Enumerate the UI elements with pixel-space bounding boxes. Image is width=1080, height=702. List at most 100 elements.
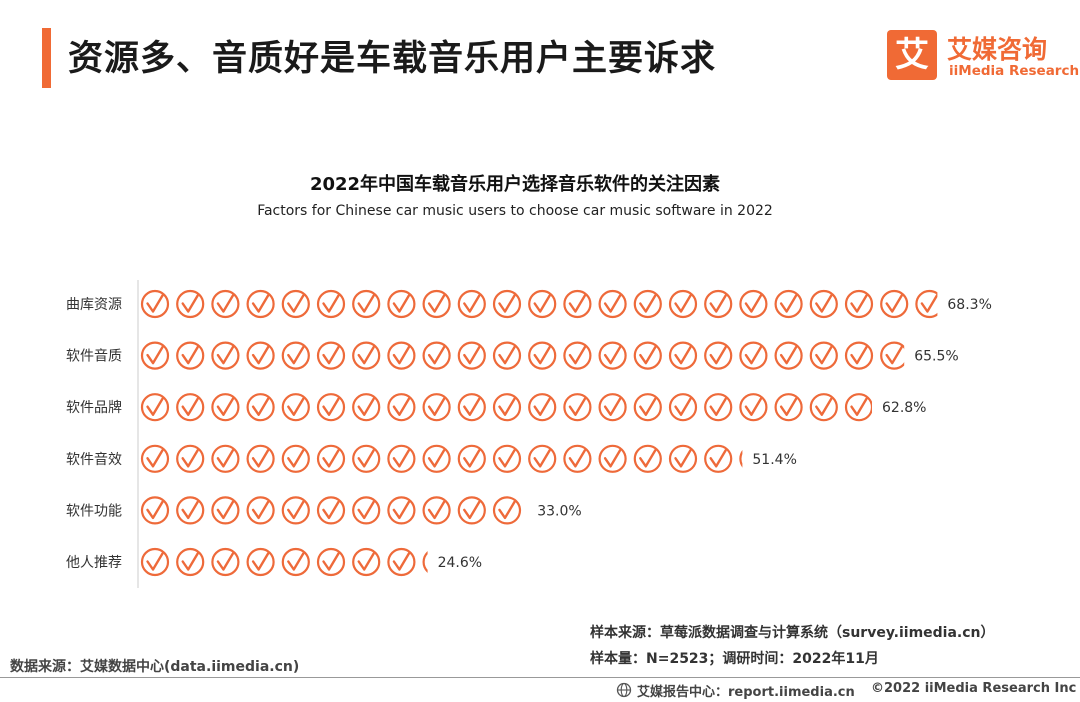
- value-label: 33.0%: [537, 503, 581, 519]
- check-circle-icon: [668, 444, 698, 473]
- check-circle-icon: [844, 341, 874, 370]
- check-circle-icon: [844, 393, 872, 422]
- check-circle-icon: [563, 341, 592, 370]
- check-circle-icon: [387, 289, 416, 319]
- check-circle-icon: [598, 341, 627, 370]
- check-circle-icon: [704, 393, 733, 422]
- check-circle-icon: [774, 341, 803, 370]
- check-circle-icon: [457, 393, 486, 422]
- category-label: 软件音质: [66, 348, 122, 365]
- check-circle-icon: [140, 341, 170, 370]
- check-circle-icon: [598, 393, 627, 422]
- check-circle-icon: [704, 341, 733, 370]
- chart-title: 2022年中国车载音乐用户选择音乐软件的关注因素: [309, 174, 721, 195]
- check-circle-icon: [844, 289, 874, 319]
- check-circle-icon: [528, 393, 557, 422]
- check-circle-icon: [246, 496, 275, 525]
- check-circle-icon: [281, 444, 310, 473]
- check-circle-icon: [281, 547, 310, 577]
- sample-source: 样本来源：草莓派数据调查与计算系统（survey.iimedia.cn）: [590, 625, 995, 641]
- check-circle-icon: [387, 496, 416, 525]
- bar-row: 软件品牌 62.8%: [66, 393, 926, 422]
- page-title: 资源多、音质好是车载音乐用户主要诉求: [68, 39, 717, 79]
- check-circle-icon: [352, 496, 381, 525]
- report-center-link[interactable]: 艾媒报告中心：report.iimedia.cn: [637, 685, 855, 700]
- check-circle-icon: [246, 444, 275, 473]
- value-label: 24.6%: [438, 555, 482, 571]
- value-label: 68.3%: [947, 297, 991, 313]
- check-circle-icon: [528, 341, 557, 370]
- check-circle-icon: [880, 341, 905, 370]
- check-circle-icon: [316, 289, 346, 319]
- check-circle-icon: [739, 289, 768, 319]
- check-circle-icon: [422, 289, 451, 319]
- check-circle-icon: [175, 393, 205, 422]
- check-circle-icon: [140, 547, 170, 577]
- value-label: 51.4%: [752, 452, 796, 468]
- check-circle-icon: [739, 341, 768, 370]
- check-circle-icon: [492, 444, 522, 473]
- check-circle-icon: [880, 289, 909, 319]
- check-circle-icon: [352, 289, 381, 319]
- category-label: 软件功能: [66, 503, 122, 519]
- check-circle-icon: [316, 496, 346, 525]
- check-circle-icon: [704, 289, 733, 319]
- check-circle-icon: [457, 341, 486, 370]
- check-circle-icon: [457, 444, 486, 473]
- check-circle-icon: [668, 341, 698, 370]
- check-circle-icon: [422, 444, 451, 473]
- check-circle-icon: [175, 496, 205, 525]
- check-circle-icon: [387, 341, 416, 370]
- check-circle-icon: [246, 289, 275, 319]
- check-circle-icon: [739, 393, 768, 422]
- check-circle-icon: [598, 289, 627, 319]
- check-circle-icon: [563, 289, 592, 319]
- check-circle-icon: [492, 289, 522, 319]
- check-circle-icon: [633, 393, 662, 422]
- chart-subtitle: Factors for Chinese car music users to c…: [257, 203, 773, 219]
- check-circle-icon: [422, 341, 451, 370]
- check-circle-icon: [668, 289, 698, 319]
- check-circle-icon: [281, 393, 310, 422]
- check-circle-icon: [246, 341, 275, 370]
- check-circle-icon: [598, 444, 627, 473]
- bar-row: 他人推荐 24.6%: [66, 547, 482, 577]
- check-circle-icon: [281, 341, 310, 370]
- check-circle-icon: [211, 393, 240, 422]
- check-circle-icon: [352, 547, 381, 577]
- check-circle-icon: [211, 289, 240, 319]
- check-circle-icon: [316, 444, 346, 473]
- check-circle-icon: [457, 289, 486, 319]
- check-circle-icon: [915, 289, 938, 319]
- logo-english-name: iiMedia Research: [949, 63, 1080, 79]
- check-circle-icon: [316, 547, 346, 577]
- check-circle-icon: [211, 496, 240, 525]
- check-circle-icon: [563, 444, 592, 473]
- check-circle-icon: [774, 393, 803, 422]
- check-circle-icon: [140, 289, 170, 319]
- check-circle-icon: [387, 444, 416, 473]
- data-source: 数据来源：艾媒数据中心(data.iimedia.cn): [10, 659, 300, 675]
- check-circle-icon: [387, 393, 416, 422]
- check-circle-icon: [809, 341, 838, 370]
- value-label: 62.8%: [882, 400, 926, 416]
- check-circle-icon: [774, 289, 803, 319]
- bar: [140, 341, 905, 370]
- check-circle-icon: [457, 496, 486, 525]
- check-circle-icon: [352, 341, 381, 370]
- check-circle-icon: [211, 444, 240, 473]
- bar-row: 软件功能 33.0%: [66, 496, 582, 525]
- check-circle-icon: [175, 547, 205, 577]
- category-label: 曲库资源: [66, 297, 122, 313]
- bar: [140, 547, 428, 577]
- check-circle-icon: [281, 496, 310, 525]
- check-circle-icon: [704, 444, 733, 473]
- check-circle-icon: [316, 341, 346, 370]
- check-circle-icon: [563, 393, 592, 422]
- value-label: 65.5%: [914, 349, 958, 365]
- check-circle-icon: [492, 496, 522, 525]
- copyright: ©2022 iiMedia Research Inc: [871, 681, 1077, 696]
- check-circle-icon: [422, 496, 451, 525]
- check-circle-icon: [175, 341, 205, 370]
- check-circle-icon: [140, 393, 170, 422]
